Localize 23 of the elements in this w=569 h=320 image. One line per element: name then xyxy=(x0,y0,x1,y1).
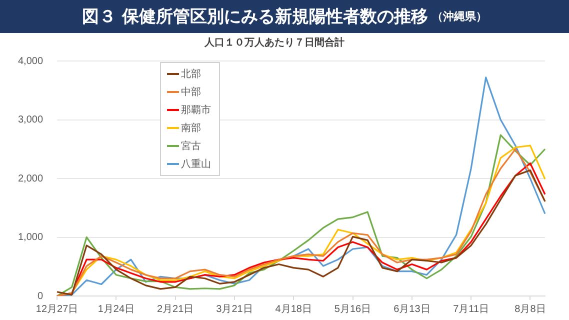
x-tick-label: 3月21日 xyxy=(216,304,253,315)
y-tick-label: 2,000 xyxy=(18,173,44,184)
legend-label: 南部 xyxy=(181,122,201,135)
x-tick-label: 7月11日 xyxy=(453,304,490,315)
y-tick-label: 1,000 xyxy=(18,232,44,243)
chart-title: 図３ 保健所管区別にみる新規陽性者数の推移 xyxy=(82,6,428,28)
y-tick-label: 4,000 xyxy=(18,56,44,67)
legend-label: 中部 xyxy=(181,86,201,99)
x-tick-label: 8月8日 xyxy=(514,304,546,315)
legend-label: 宮古 xyxy=(181,140,201,153)
x-tick-label: 6月13日 xyxy=(394,304,430,315)
x-tick-label: 1月24日 xyxy=(98,304,135,315)
x-tick-label: 4月18日 xyxy=(275,304,312,315)
y-tick-label: 0 xyxy=(37,290,44,302)
legend-label: 那覇市 xyxy=(181,104,211,117)
x-tick-label: 2月21日 xyxy=(156,304,194,315)
x-tick-label: 12月27日 xyxy=(36,304,78,315)
legend-label: 八重山 xyxy=(181,158,211,171)
chart-subtitle: 人口１０万人あたり７日間合計 xyxy=(204,36,344,49)
x-tick-label: 5月16日 xyxy=(334,304,372,315)
legend-label: 北部 xyxy=(181,68,201,81)
y-tick-label: 3,000 xyxy=(18,114,44,126)
text: （沖縄県） xyxy=(432,9,487,24)
